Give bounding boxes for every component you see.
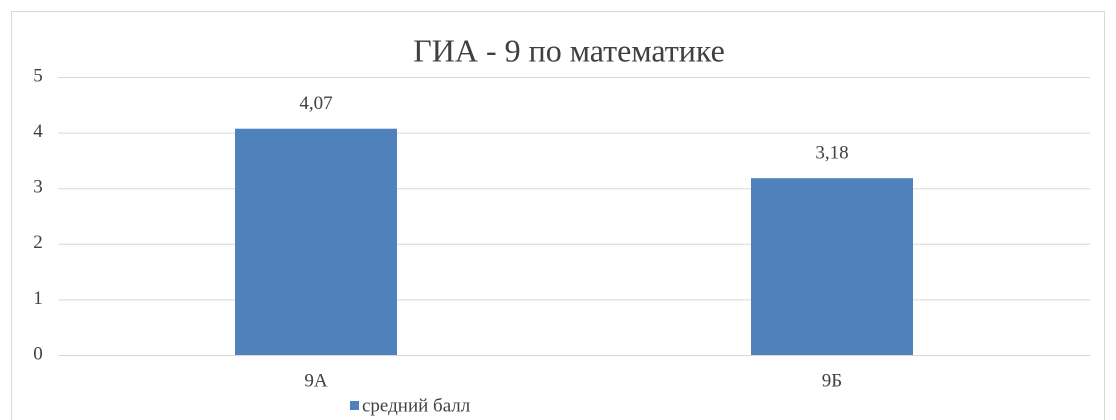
chart-border <box>11 11 1105 420</box>
legend-swatch <box>350 401 359 410</box>
bar <box>234 128 398 355</box>
data-label: 3,18 <box>815 143 848 164</box>
bar <box>750 178 914 355</box>
legend-label: средний балл <box>362 395 471 416</box>
data-label: 4,07 <box>299 93 332 114</box>
x-tick-label: 9Б <box>822 370 842 391</box>
x-tick-label: 9А <box>304 370 328 391</box>
y-tick-label: 1 <box>33 288 43 309</box>
y-tick-label: 2 <box>33 232 43 253</box>
y-tick-label: 3 <box>33 177 43 198</box>
y-tick-label: 0 <box>33 343 43 364</box>
y-tick-label: 5 <box>33 65 43 86</box>
y-tick-label: 4 <box>33 121 43 142</box>
chart-title: ГИА - 9 по математике <box>413 32 725 68</box>
